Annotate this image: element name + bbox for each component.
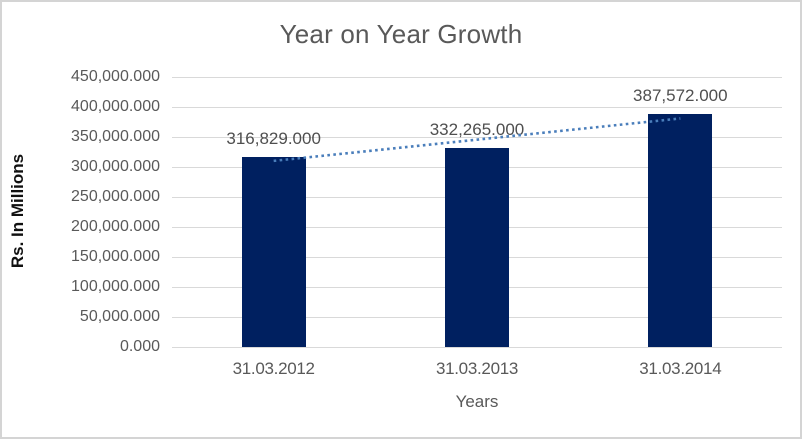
x-axis-tick-label: 31.03.2014 [639,359,722,378]
data-label: 332,265.000 [429,119,525,139]
y-axis-tick-label: 400,000.000 [71,98,160,115]
y-axis-tick-label: 0.000 [119,338,160,355]
y-axis-tick-label: 250,000.000 [71,188,160,205]
data-label: 316,829.000 [226,128,321,148]
y-axis-tick-label: 100,000.000 [71,278,160,295]
bar-31.03.2014 [648,114,713,347]
x-axis-tick-label: 31.03.2012 [232,359,315,378]
y-axis-tick-label: 200,000.000 [71,218,160,235]
y-axis-tick-label: 300,000.000 [71,158,160,175]
bar-31.03.2012 [241,156,306,347]
bar-31.03.2013 [445,147,509,347]
gridline [172,76,782,78]
gridline [172,106,782,108]
y-axis-tick-label: 50,000.000 [79,308,160,325]
x-axis-tick-label: 31.03.2013 [435,359,519,378]
gridline [172,346,782,348]
y-axis-tick-label: 450,000.000 [71,68,160,85]
data-label: 387,572.000 [633,86,728,106]
chart-title: Year on Year Growth [279,19,523,49]
y-axis-tick-label: 350,000.000 [71,128,160,145]
y-axis-tick-label: 150,000.000 [71,248,160,265]
x-axis-title: Years [455,392,499,411]
y-axis-title: Rs. In Millions [8,153,27,269]
